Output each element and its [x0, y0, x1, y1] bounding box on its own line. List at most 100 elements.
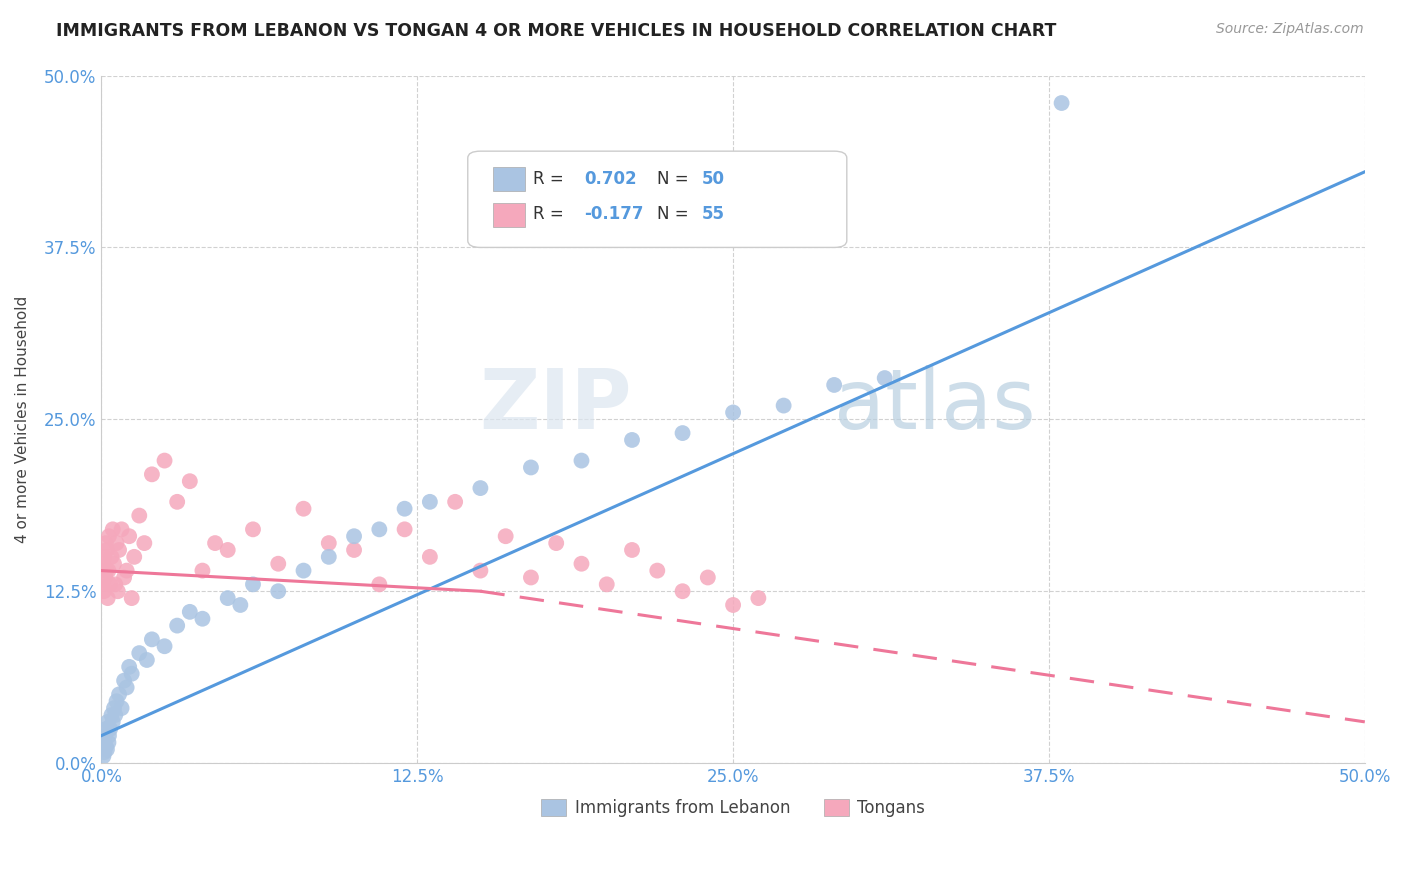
- Point: [108, 543, 131, 558]
- Point: [118, 529, 141, 543]
- Point: [115, 564, 138, 578]
- Point: [98, 577, 121, 591]
- Point: [546, 536, 568, 550]
- Point: [242, 522, 264, 536]
- Point: [100, 708, 122, 723]
- Point: [122, 549, 145, 564]
- Point: [318, 536, 340, 550]
- Point: [292, 564, 315, 578]
- Text: N =: N =: [657, 169, 695, 187]
- Point: [520, 460, 543, 475]
- Point: [229, 598, 252, 612]
- Point: [191, 612, 214, 626]
- Point: [645, 564, 668, 578]
- Point: [318, 549, 340, 564]
- Point: [98, 722, 121, 736]
- Point: [571, 557, 593, 571]
- Point: [242, 577, 264, 591]
- Point: [292, 501, 315, 516]
- Point: [97, 729, 120, 743]
- Legend: Immigrants from Lebanon, Tongans: Immigrants from Lebanon, Tongans: [534, 792, 931, 823]
- Point: [135, 653, 157, 667]
- Point: [134, 536, 156, 550]
- Point: [368, 522, 391, 536]
- Point: [105, 694, 128, 708]
- Point: [91, 742, 114, 756]
- Point: [97, 529, 120, 543]
- Point: [96, 564, 118, 578]
- Point: [204, 536, 226, 550]
- FancyBboxPatch shape: [468, 151, 846, 247]
- Text: R =: R =: [533, 169, 575, 187]
- Point: [103, 701, 125, 715]
- Point: [103, 557, 125, 571]
- Point: [94, 729, 117, 743]
- Point: [94, 739, 117, 754]
- Point: [179, 605, 201, 619]
- Point: [97, 714, 120, 729]
- Point: [104, 577, 127, 591]
- Point: [110, 701, 132, 715]
- Point: [596, 577, 619, 591]
- Point: [166, 495, 188, 509]
- Point: [217, 543, 239, 558]
- Point: [104, 708, 127, 723]
- Text: atlas: atlas: [834, 365, 1036, 446]
- Point: [94, 536, 117, 550]
- Text: 0.702: 0.702: [583, 169, 637, 187]
- Point: [112, 570, 135, 584]
- Point: [444, 495, 467, 509]
- Point: [267, 557, 290, 571]
- Point: [121, 591, 143, 606]
- Point: [495, 529, 517, 543]
- Point: [621, 543, 644, 558]
- Point: [128, 508, 150, 523]
- Point: [671, 584, 693, 599]
- Point: [97, 564, 120, 578]
- Point: [571, 453, 593, 467]
- FancyBboxPatch shape: [494, 167, 524, 191]
- Point: [520, 570, 543, 584]
- Point: [1050, 95, 1073, 110]
- Point: [118, 660, 141, 674]
- Text: IMMIGRANTS FROM LEBANON VS TONGAN 4 OR MORE VEHICLES IN HOUSEHOLD CORRELATION CH: IMMIGRANTS FROM LEBANON VS TONGAN 4 OR M…: [56, 22, 1057, 40]
- Point: [153, 639, 176, 653]
- Point: [96, 742, 118, 756]
- Text: -0.177: -0.177: [583, 205, 644, 223]
- Point: [93, 749, 115, 764]
- Point: [419, 495, 441, 509]
- Point: [671, 426, 693, 441]
- Point: [97, 735, 120, 749]
- Point: [115, 681, 138, 695]
- Y-axis label: 4 or more Vehicles in Household: 4 or more Vehicles in Household: [15, 296, 30, 543]
- Point: [110, 522, 132, 536]
- Point: [101, 522, 124, 536]
- Point: [747, 591, 769, 606]
- Point: [267, 584, 290, 599]
- Text: R =: R =: [533, 205, 575, 223]
- Point: [368, 577, 391, 591]
- Point: [112, 673, 135, 688]
- Point: [153, 453, 176, 467]
- FancyBboxPatch shape: [494, 202, 524, 227]
- Point: [96, 543, 118, 558]
- Text: N =: N =: [657, 205, 695, 223]
- Point: [470, 564, 492, 578]
- Point: [128, 646, 150, 660]
- Point: [93, 549, 115, 564]
- Point: [100, 549, 122, 564]
- Point: [93, 557, 115, 571]
- Text: Source: ZipAtlas.com: Source: ZipAtlas.com: [1216, 22, 1364, 37]
- Point: [419, 549, 441, 564]
- Text: 55: 55: [702, 205, 724, 223]
- Point: [93, 745, 115, 759]
- Point: [394, 501, 416, 516]
- Point: [96, 722, 118, 736]
- Point: [93, 735, 115, 749]
- Point: [179, 474, 201, 488]
- Text: 50: 50: [702, 169, 724, 187]
- Point: [191, 564, 214, 578]
- Point: [873, 371, 896, 385]
- Point: [343, 543, 366, 558]
- Point: [97, 591, 120, 606]
